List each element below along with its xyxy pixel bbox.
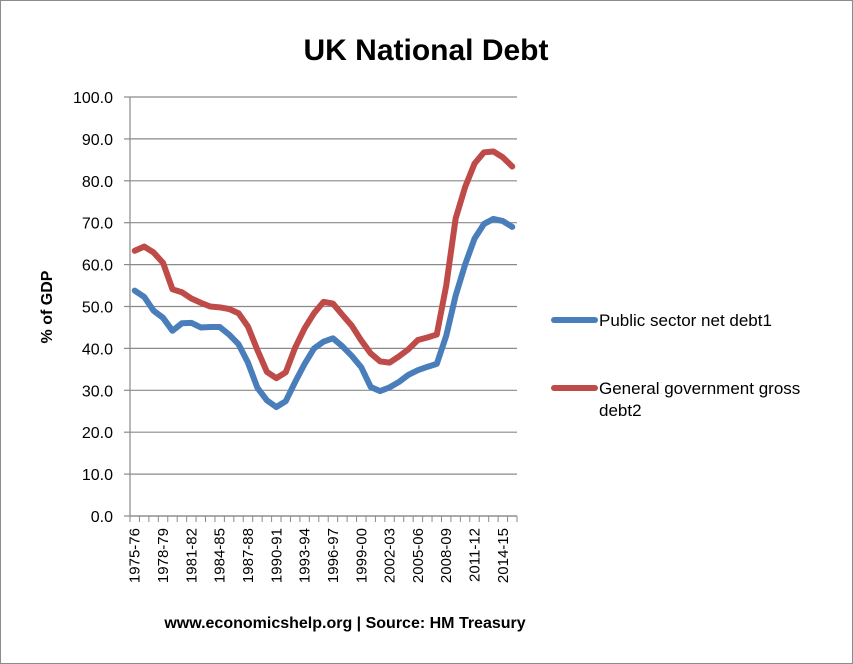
x-tick-label: 2008-09 [438,528,455,583]
x-tick-label: 2014-15 [495,528,512,583]
y-tick-label: 100.0 [73,90,113,107]
chart-title: UK National Debt [303,34,548,67]
series-line-1 [131,215,516,411]
x-tick-label: 2005-06 [410,528,427,583]
x-tick-label: 1978-79 [155,528,172,583]
y-axis-ticks: 0.0 10.0 20.0 30.0 40.0 50.0 60.0 70.0 80.0 90.0 1… [73,90,113,526]
x-tick-label: 1987-88 [240,528,257,583]
x-tick-label: 1999-00 [353,528,370,583]
y-tick-label: 20.0 [82,425,113,442]
y-tick-label: 60.0 [82,258,113,275]
legend: Public sector net debt1 General governmen… [551,311,800,420]
x-tick-label: 2011-12 [467,528,484,582]
y-tick-label: 30.0 [82,383,113,400]
y-tick-label: 90.0 [82,132,113,149]
x-tick-label: 1981-82 [183,528,200,583]
y-tick-label: 40.0 [82,341,113,358]
source-caption: www.economicshelp.org | Source: HM Treas… [163,615,525,632]
x-tick-label: 1996-97 [325,528,342,583]
x-tick-label: 1993-94 [297,528,314,583]
x-tick-label: 1990-91 [268,528,285,583]
y-tick-label: 70.0 [82,216,113,233]
x-axis-ticks: 1975-76 1978-79 1981-82 1984-85 1987-88 1990-… [127,528,512,583]
y-tick-label: 80.0 [82,174,113,191]
legend-label-2: General government gross debt2 [599,379,800,420]
x-tick-label: 2002-03 [382,528,399,583]
series-line-2 [131,148,516,382]
legend-label-1: Public sector net debt1 [599,311,772,330]
x-tick-label: 1984-85 [212,528,229,583]
y-tick-label: 10.0 [82,467,113,484]
axes [129,97,518,522]
series-lines [131,148,516,411]
x-tick-label: 1975-76 [127,528,144,583]
y-tick-label: 50.0 [82,300,113,317]
y-tick-label: 0.0 [91,509,113,526]
y-axis-label: % of GDP [39,270,56,343]
